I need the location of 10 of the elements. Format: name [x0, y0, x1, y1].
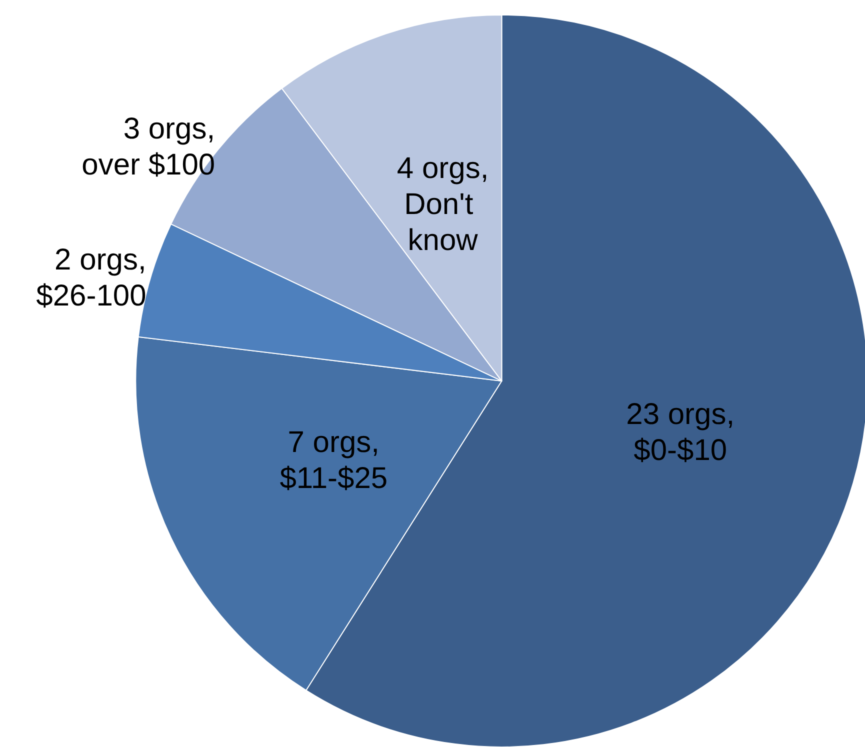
slice-label: Don't know [404, 188, 482, 258]
slice-label: $11-$25 [280, 462, 388, 496]
slice-label: over $100 [82, 148, 216, 182]
data-label: 3 orgs, [123, 112, 216, 146]
slice-label: $26-100 [36, 280, 146, 313]
data-label: 4 orgs, [396, 152, 489, 186]
data-label: 2 orgs, [54, 244, 146, 277]
data-label: 23 orgs, [626, 398, 735, 432]
slice-label: $0-$10 [634, 434, 728, 468]
data-label: 7 orgs, [288, 426, 380, 460]
